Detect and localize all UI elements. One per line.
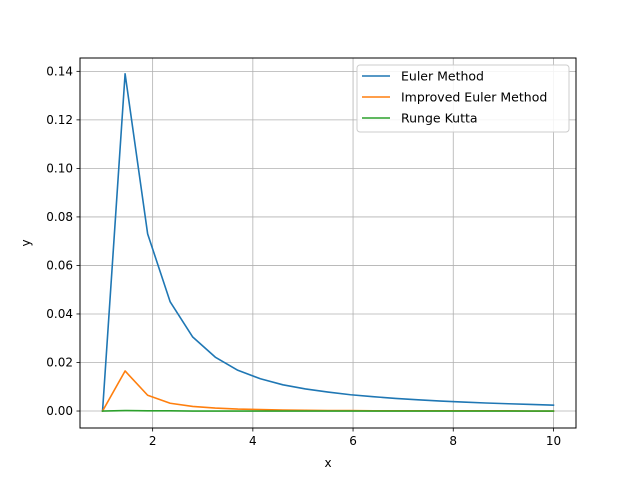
x-tick-label: 6 (349, 434, 357, 448)
legend-label-improved-euler-method: Improved Euler Method (401, 90, 547, 105)
series-line-euler-method (101, 72, 555, 412)
y-tick-label: 0.02 (46, 355, 73, 369)
y-tick-label: 0.10 (46, 161, 73, 175)
y-axis-label: y (19, 239, 33, 246)
series-lines (101, 72, 555, 413)
x-tick-label: 2 (149, 434, 157, 448)
x-tick-label: 4 (249, 434, 257, 448)
legend-box (356, 64, 570, 133)
grid (80, 58, 576, 428)
x-axis-label: x (324, 456, 331, 470)
axis-ticks: 2 4 6 8 10 0.00 0.02 0.04 0.06 0.08 0.10 0.12 0.14 (46, 64, 561, 448)
y-tick-label: 0.04 (46, 307, 73, 321)
y-tick-label: 0.14 (46, 64, 73, 78)
y-tick-label: 0.00 (46, 404, 73, 418)
x-tick-label: 8 (449, 434, 457, 448)
x-tick-label: 10 (546, 434, 561, 448)
legend: Euler Method Improved Euler Method Runge K… (356, 64, 570, 133)
y-tick-label: 0.12 (46, 113, 73, 127)
plot-frame (79, 57, 577, 429)
y-tick-label: 0.08 (46, 210, 73, 224)
legend-label-runge-kutta: Runge Kutta (401, 111, 478, 126)
y-tick-label: 0.06 (46, 258, 73, 272)
legend-label-euler-method: Euler Method (401, 69, 484, 84)
